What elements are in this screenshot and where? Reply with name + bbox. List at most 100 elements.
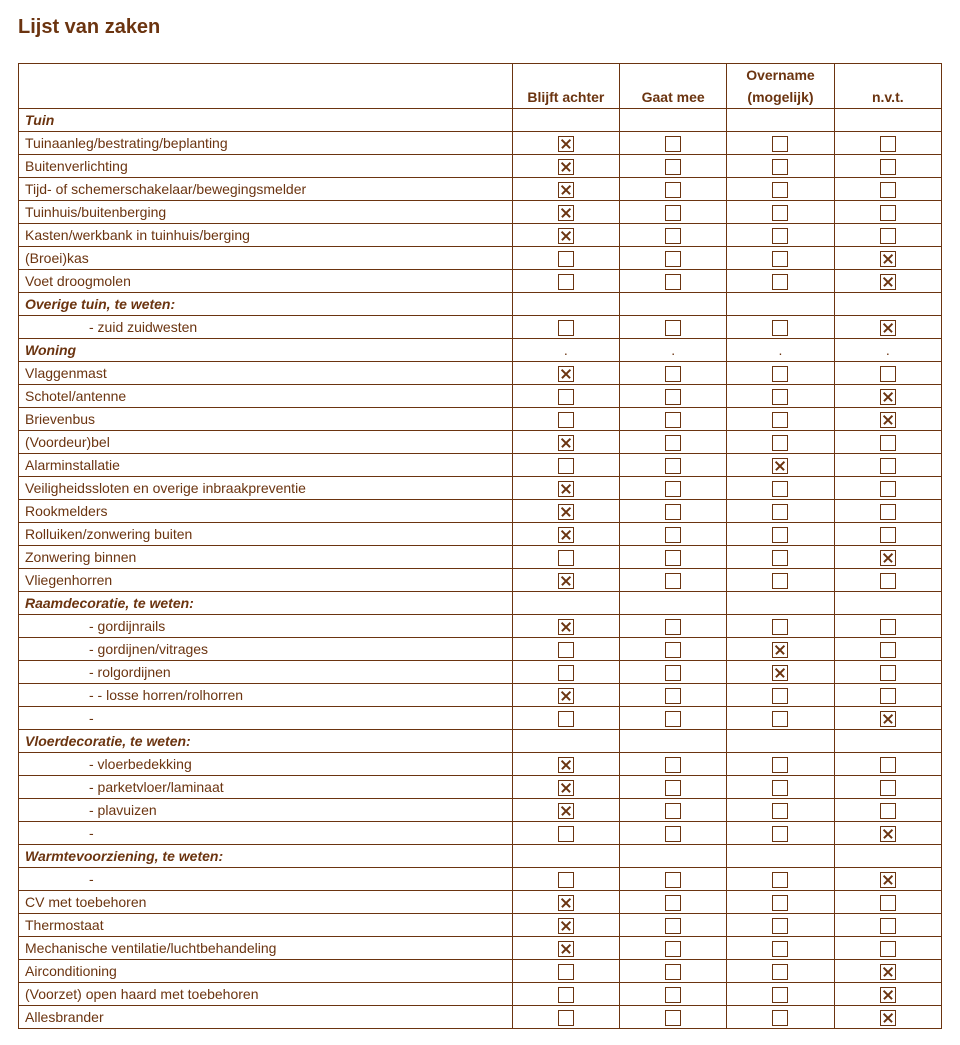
col-nvt: n.v.t. (834, 86, 941, 109)
row-label: Vloerdecoratie, te weten: (19, 730, 513, 753)
checkbox-icon (558, 642, 574, 658)
checkbox-icon (665, 964, 681, 980)
check-cell (834, 316, 941, 339)
check-cell (727, 408, 834, 431)
check-cell (512, 224, 619, 247)
check-cell (512, 546, 619, 569)
check-cell (727, 523, 834, 546)
check-cell (834, 500, 941, 523)
row-label: - gordijnrails (19, 615, 513, 638)
check-cell (727, 454, 834, 477)
row-label: - - losse horren/rolhorren (19, 684, 513, 707)
row-label: Vliegenhorren (19, 569, 513, 592)
table-row: Schotel/antenne (19, 385, 942, 408)
check-cell (834, 937, 941, 960)
checkbox-icon (772, 182, 788, 198)
checkbox-icon (772, 780, 788, 796)
checkbox-icon (665, 182, 681, 198)
table-row: - gordijnen/vitrages (19, 638, 942, 661)
checkbox-icon (772, 527, 788, 543)
table-row: Zonwering binnen (19, 546, 942, 569)
checkbox-icon (558, 159, 574, 175)
check-cell (512, 592, 619, 615)
checkbox-icon (558, 205, 574, 221)
row-label: Allesbrander (19, 1006, 513, 1029)
row-label: - (19, 868, 513, 891)
checkbox-icon (558, 711, 574, 727)
check-cell (834, 960, 941, 983)
table-row: Warmtevoorziening, te weten: (19, 845, 942, 868)
check-cell (727, 224, 834, 247)
check-cell (512, 523, 619, 546)
check-cell (512, 661, 619, 684)
row-label: - rolgordijnen (19, 661, 513, 684)
dot-mark: . (881, 342, 895, 358)
checkbox-icon (665, 895, 681, 911)
checkbox-icon (558, 481, 574, 497)
checkbox-icon (665, 136, 681, 152)
checkbox-icon (558, 274, 574, 290)
check-cell (620, 431, 727, 454)
table-header: Overname Blijft achter Gaat mee (mogelij… (19, 64, 942, 109)
check-cell (620, 523, 727, 546)
checkbox-icon (772, 205, 788, 221)
checkbox-icon (665, 366, 681, 382)
checkbox-icon (880, 941, 896, 957)
check-cell (834, 178, 941, 201)
checkbox-icon (558, 1010, 574, 1026)
checkbox-icon (880, 826, 896, 842)
check-cell (727, 822, 834, 845)
checkbox-icon (665, 665, 681, 681)
row-label: Rookmelders (19, 500, 513, 523)
checkbox-icon (665, 320, 681, 336)
check-cell (620, 270, 727, 293)
checkbox-icon (558, 688, 574, 704)
check-cell (512, 270, 619, 293)
checkbox-icon (558, 964, 574, 980)
row-label: Thermostaat (19, 914, 513, 937)
checkbox-icon (772, 688, 788, 704)
checkbox-icon (665, 688, 681, 704)
check-cell (620, 454, 727, 477)
checkbox-icon (880, 573, 896, 589)
check-cell (834, 431, 941, 454)
checkbox-icon (558, 435, 574, 451)
check-cell (620, 592, 727, 615)
check-cell (512, 132, 619, 155)
checkbox-icon (558, 366, 574, 382)
check-cell (512, 155, 619, 178)
row-label: - parketvloer/laminaat (19, 776, 513, 799)
table-row: Rookmelders (19, 500, 942, 523)
row-label: Woning (19, 339, 513, 362)
checkbox-icon (558, 412, 574, 428)
check-cell (834, 454, 941, 477)
table-row: Tijd- of schemerschakelaar/bewegingsmeld… (19, 178, 942, 201)
check-cell (727, 132, 834, 155)
table-row: Woning.... (19, 339, 942, 362)
check-cell: . (512, 339, 619, 362)
table-row: Alarminstallatie (19, 454, 942, 477)
checkbox-icon (772, 481, 788, 497)
check-cell (727, 615, 834, 638)
check-cell (834, 247, 941, 270)
checkbox-icon (772, 458, 788, 474)
col-gaat-mee: Gaat mee (620, 86, 727, 109)
checkbox-icon (880, 688, 896, 704)
checkbox-icon (772, 872, 788, 888)
check-cell (727, 937, 834, 960)
check-cell (512, 293, 619, 316)
table-row: - gordijnrails (19, 615, 942, 638)
row-label: Tuinhuis/buitenberging (19, 201, 513, 224)
check-cell (727, 868, 834, 891)
page-title: Lijst van zaken (18, 16, 942, 39)
check-cell (620, 132, 727, 155)
table-row: (Voorzet) open haard met toebehoren (19, 983, 942, 1006)
table-row: Rolluiken/zonwering buiten (19, 523, 942, 546)
check-cell (620, 615, 727, 638)
row-label: - gordijnen/vitrages (19, 638, 513, 661)
check-cell (620, 178, 727, 201)
check-cell (727, 914, 834, 937)
checkbox-icon (558, 251, 574, 267)
check-cell (834, 776, 941, 799)
check-cell (620, 546, 727, 569)
